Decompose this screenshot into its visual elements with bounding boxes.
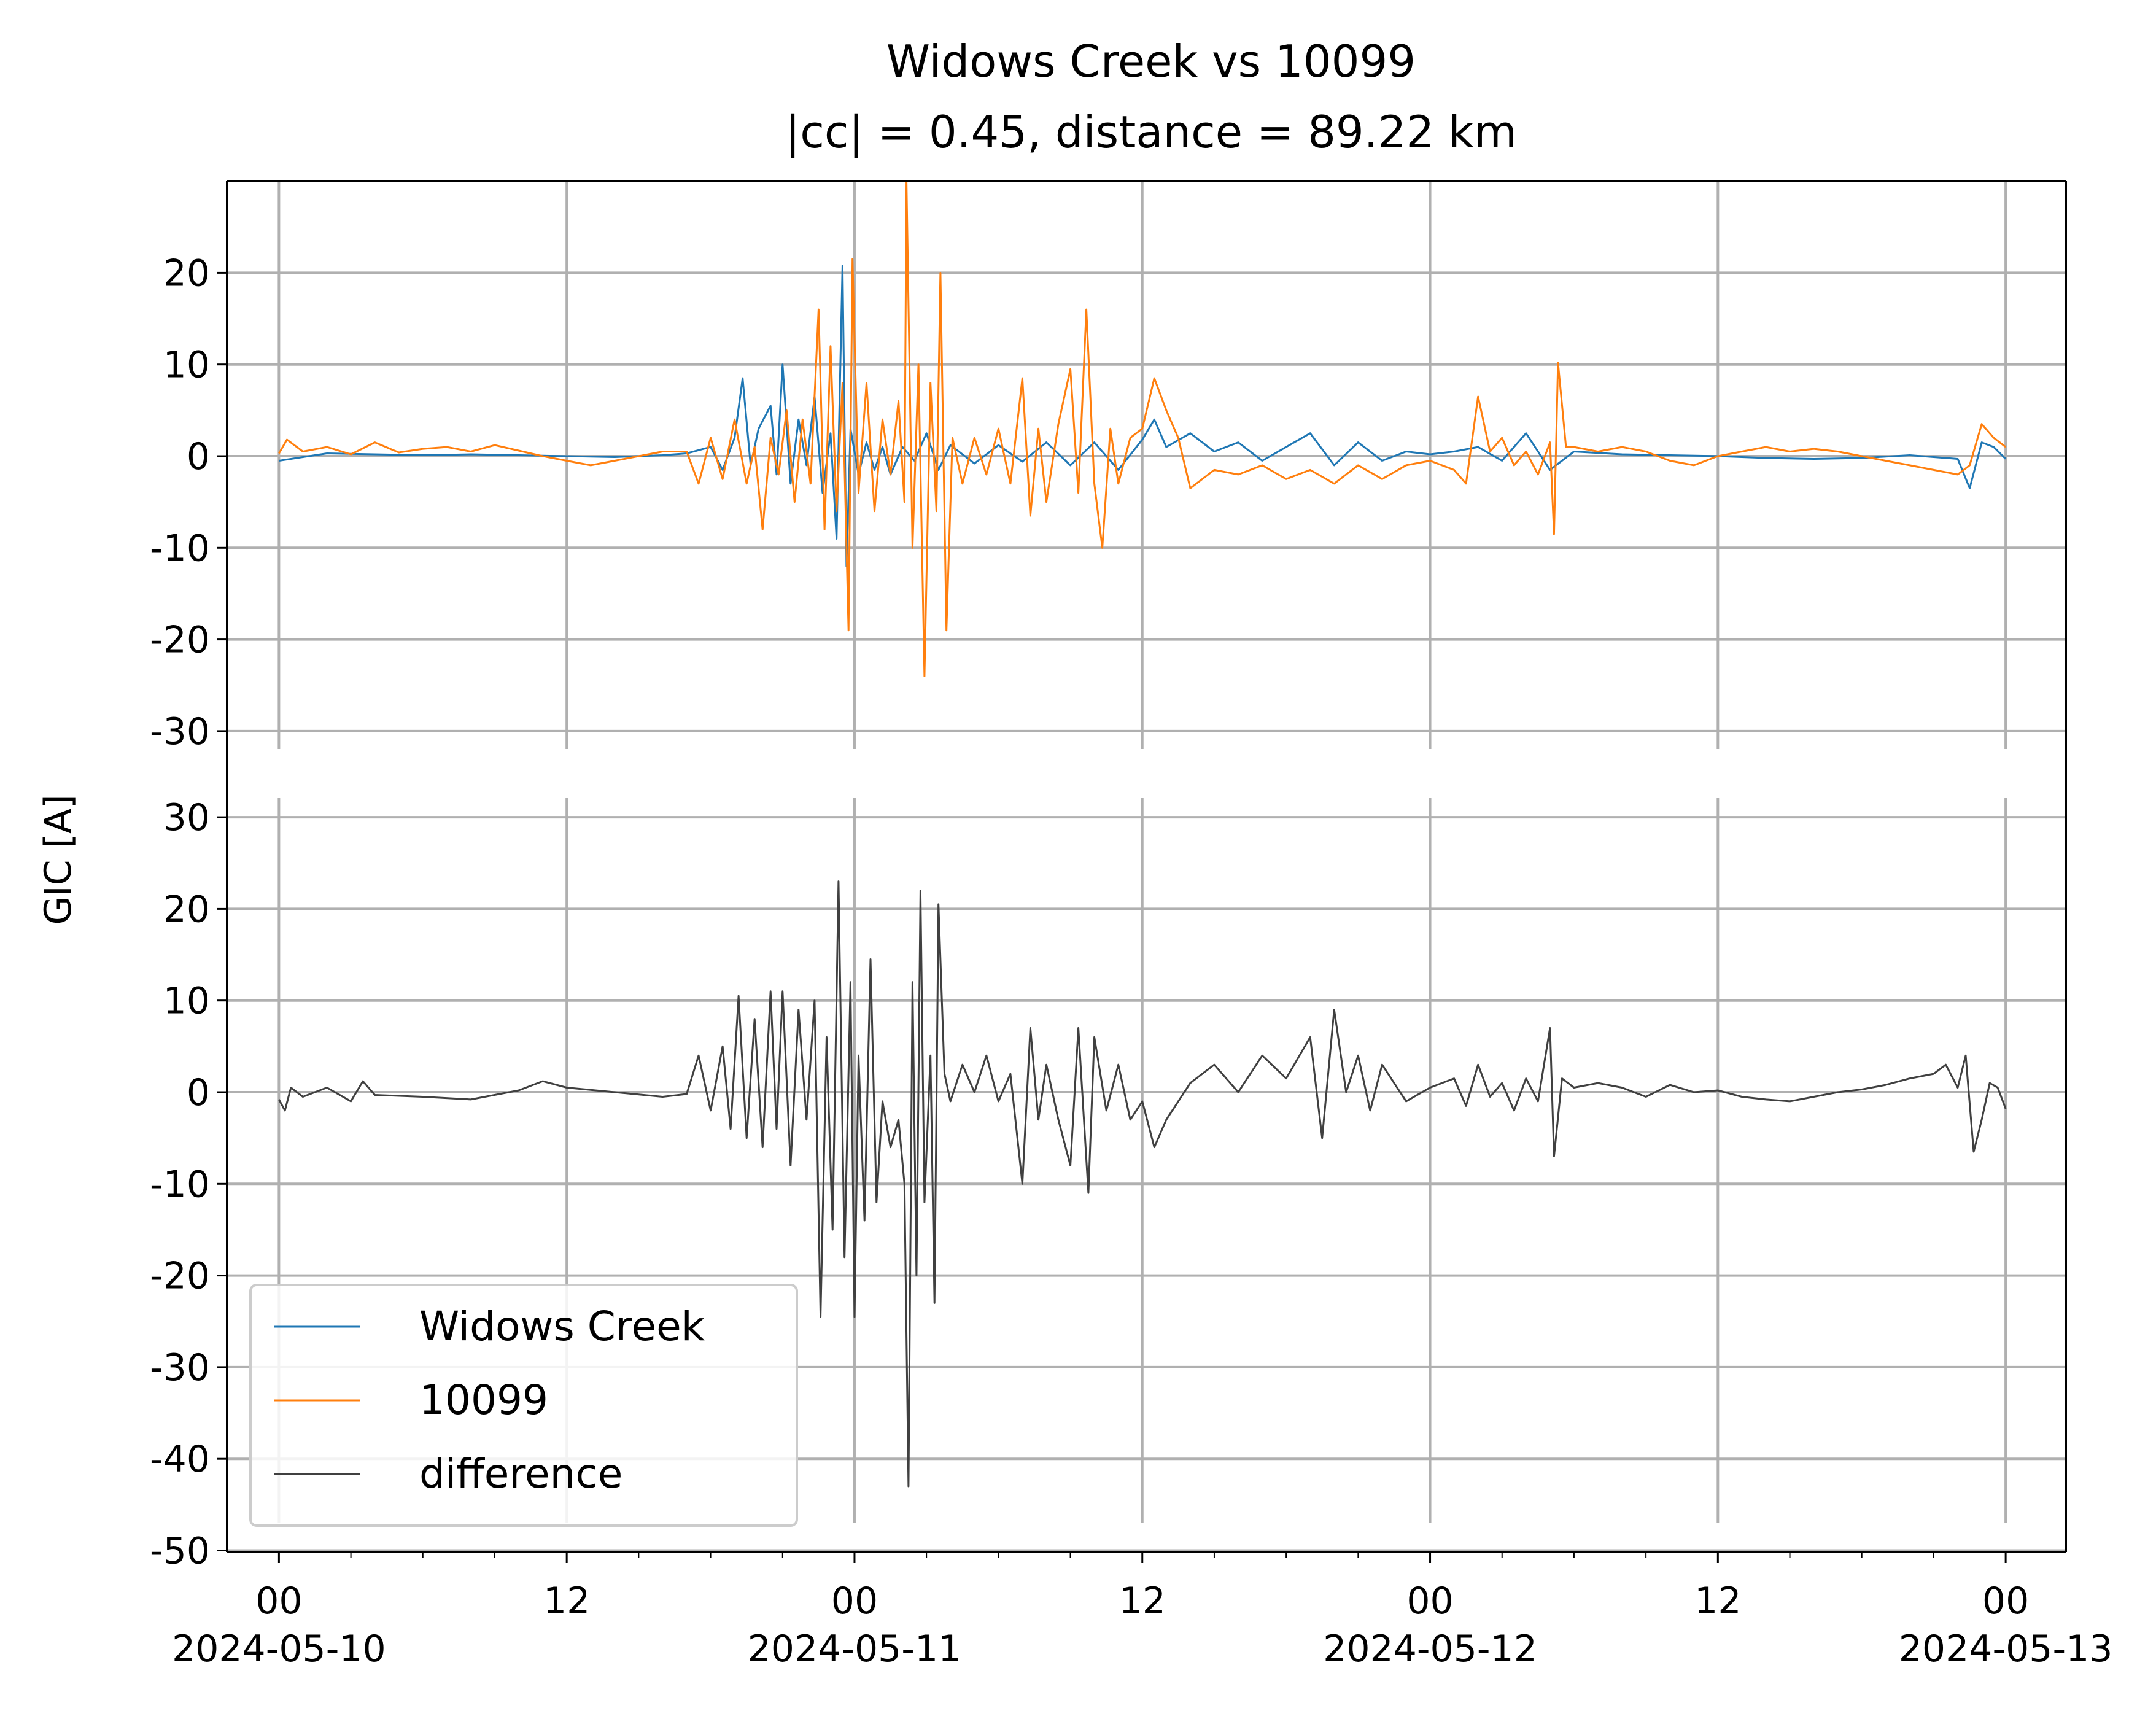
y-tick-label: -20 (150, 1255, 210, 1298)
y-tick-label: 10 (163, 980, 210, 1023)
y-tick-label: 10 (163, 344, 210, 387)
y-tick-label: -10 (150, 527, 210, 570)
legend-label-difference: difference (419, 1450, 622, 1497)
chart-title: Widows Creek vs 10099 (886, 36, 1416, 87)
series-line-10099 (278, 180, 2007, 677)
legend-label-widows-creek: Widows Creek (419, 1303, 705, 1350)
y-tick-label: 0 (187, 1071, 210, 1114)
series-line-difference (278, 880, 2007, 1488)
legend-box (249, 1284, 798, 1527)
x-tick-date-label: 2024-05-12 (1323, 1628, 1537, 1671)
x-tick-label: 00 (1982, 1580, 2029, 1623)
x-tick-label: 00 (255, 1580, 302, 1623)
x-tick-label: 12 (1119, 1580, 1166, 1623)
x-tick-label: 12 (1694, 1580, 1741, 1623)
y-tick-label: -50 (150, 1530, 210, 1573)
legend-label-10099: 10099 (419, 1376, 548, 1424)
y-axis-label: GIC [A] (37, 794, 80, 925)
y-tick-label: -30 (150, 710, 210, 753)
series-line-widows-creek (279, 265, 2007, 567)
y-tick-label: -20 (150, 619, 210, 662)
x-tick-date-label: 2024-05-13 (1899, 1628, 2113, 1671)
x-tick-date-label: 2024-05-10 (172, 1628, 386, 1671)
x-tick-label: 00 (1406, 1580, 1453, 1623)
y-tick-label: -30 (150, 1346, 210, 1389)
plot-layer: -30 -20 -10 0 10 20 -50 -40 -30 -20 -10 0 10 20 30 00 20… (150, 180, 2113, 1671)
y-tick-label: 20 (163, 888, 210, 931)
y-tick-label: 30 (163, 796, 210, 839)
x-tick-label: 12 (543, 1580, 590, 1623)
chart-subtitle: |cc| = 0.45, distance = 89.22 km (785, 106, 1517, 158)
x-tick-date-label: 2024-05-11 (748, 1628, 962, 1671)
y-tick-label: 0 (187, 435, 210, 478)
y-tick-label: 20 (163, 252, 210, 295)
y-tick-label: -40 (150, 1438, 210, 1481)
x-tick-label: 00 (831, 1580, 878, 1623)
y-tick-label: -10 (150, 1163, 210, 1206)
